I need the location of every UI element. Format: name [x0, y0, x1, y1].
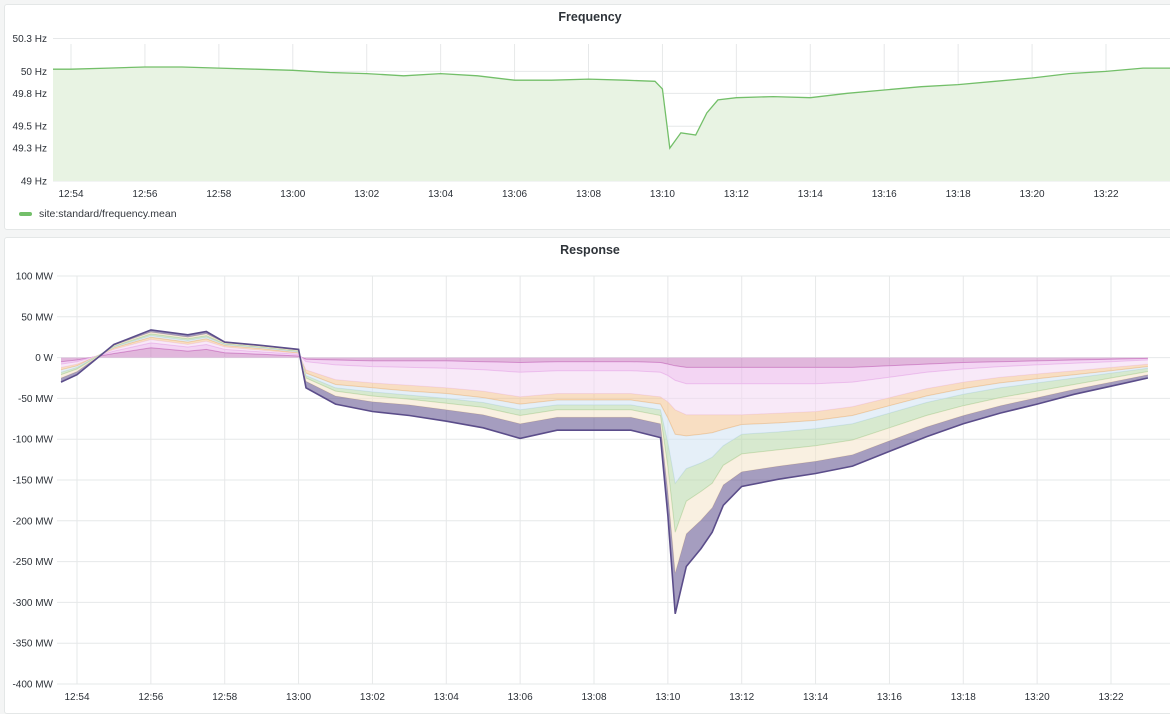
freq-x-tick-label: 13:18: [946, 189, 971, 200]
resp-y-tick-label: -250 MW: [12, 557, 53, 568]
resp-y-tick-label: -300 MW: [12, 598, 53, 609]
frequency-legend[interactable]: site:standard/frequency.mean: [19, 208, 177, 220]
resp-x-tick-label: 13:22: [1098, 692, 1123, 703]
response-panel: Response 100 MW 50 MW 0 W -50 MW -100 MW -150…: [4, 237, 1170, 714]
freq-x-tick-label: 13:14: [798, 189, 823, 200]
resp-x-tick-label: 13:20: [1025, 692, 1050, 703]
response-chart: 100 MW 50 MW 0 W -50 MW -100 MW -150 MW -200 M…: [12, 272, 1170, 703]
resp-x-tick-label: 13:16: [877, 692, 902, 703]
legend-swatch: [19, 212, 32, 216]
resp-y-tick-label: -400 MW: [12, 680, 53, 691]
freq-y-tick-label: 49.5 Hz: [13, 122, 47, 133]
freq-x-tick-label: 13:06: [502, 189, 527, 200]
resp-x-tick-label: 13:08: [581, 692, 606, 703]
freq-x-tick-label: 13:00: [280, 189, 305, 200]
freq-y-tick-label: 50.3 Hz: [13, 34, 47, 45]
freq-y-tick-label: 49.8 Hz: [13, 89, 47, 100]
resp-y-tick-label: 0 W: [35, 353, 53, 364]
resp-series-area: [61, 339, 1148, 415]
resp-x-tick-label: 13:18: [951, 692, 976, 703]
resp-series-area: [61, 332, 1148, 573]
resp-y-tick-label: -100 MW: [12, 435, 53, 446]
resp-series-line: [60, 329, 1149, 614]
freq-x-tick-label: 13:20: [1020, 189, 1045, 200]
freq-x-tick-label: 12:58: [206, 189, 231, 200]
freq-x-tick-label: 13:08: [576, 189, 601, 200]
freq-area-fill: [53, 67, 1170, 181]
freq-series-line: [53, 66, 1170, 150]
resp-x-tick-label: 12:54: [64, 692, 89, 703]
freq-x-tick-label: 13:02: [354, 189, 379, 200]
response-panel-title: Response: [560, 243, 620, 257]
resp-x-tick-label: 13:04: [434, 692, 459, 703]
freq-x-tick-label: 12:56: [132, 189, 157, 200]
resp-x-tick-label: 13:14: [803, 692, 828, 703]
freq-x-tick-label: 13:04: [428, 189, 453, 200]
resp-x-tick-label: 13:02: [360, 692, 385, 703]
resp-y-tick-label: -200 MW: [12, 516, 53, 527]
freq-x-tick-label: 13:16: [872, 189, 897, 200]
resp-y-tick-label: 100 MW: [16, 272, 54, 283]
freq-x-tick-label: 13:10: [650, 189, 675, 200]
resp-x-tick-label: 13:06: [508, 692, 533, 703]
resp-x-tick-label: 12:58: [212, 692, 237, 703]
resp-y-tick-label: -350 MW: [12, 639, 53, 650]
resp-x-tick-label: 13:12: [729, 692, 754, 703]
freq-y-tick-label: 50 Hz: [21, 67, 47, 78]
freq-y-tick-label: 49.3 Hz: [13, 144, 47, 155]
resp-y-tick-label: -50 MW: [18, 394, 54, 405]
resp-x-tick-label: 13:10: [655, 692, 680, 703]
resp-series-area: [61, 342, 1148, 384]
resp-x-tick-label: 12:56: [138, 692, 163, 703]
frequency-chart: 50.3 Hz 50 Hz 49.8 Hz 49.5 Hz 49.3 Hz 49 Hz 12…: [13, 34, 1170, 200]
resp-series-line: [60, 339, 1148, 416]
resp-series-line: [60, 336, 1148, 437]
resp-series-area: [61, 329, 1148, 614]
frequency-panel-title: Frequency: [558, 10, 622, 24]
resp-series-area: [61, 347, 1148, 368]
resp-x-tick-label: 13:00: [286, 692, 311, 703]
freq-y-tick-label: 49 Hz: [21, 177, 47, 188]
resp-y-tick-label: 50 MW: [21, 312, 53, 323]
resp-series-line: [60, 333, 1148, 533]
freq-x-tick-label: 13:12: [724, 189, 749, 200]
frequency-panel: Frequency 50.3 Hz 50 Hz 49.8 Hz 49.5 Hz 49.3…: [4, 4, 1170, 230]
legend-label[interactable]: site:standard/frequency.mean: [39, 208, 177, 220]
resp-y-tick-label: -150 MW: [12, 476, 53, 487]
freq-x-tick-label: 13:22: [1093, 189, 1118, 200]
freq-x-tick-label: 12:54: [58, 189, 83, 200]
